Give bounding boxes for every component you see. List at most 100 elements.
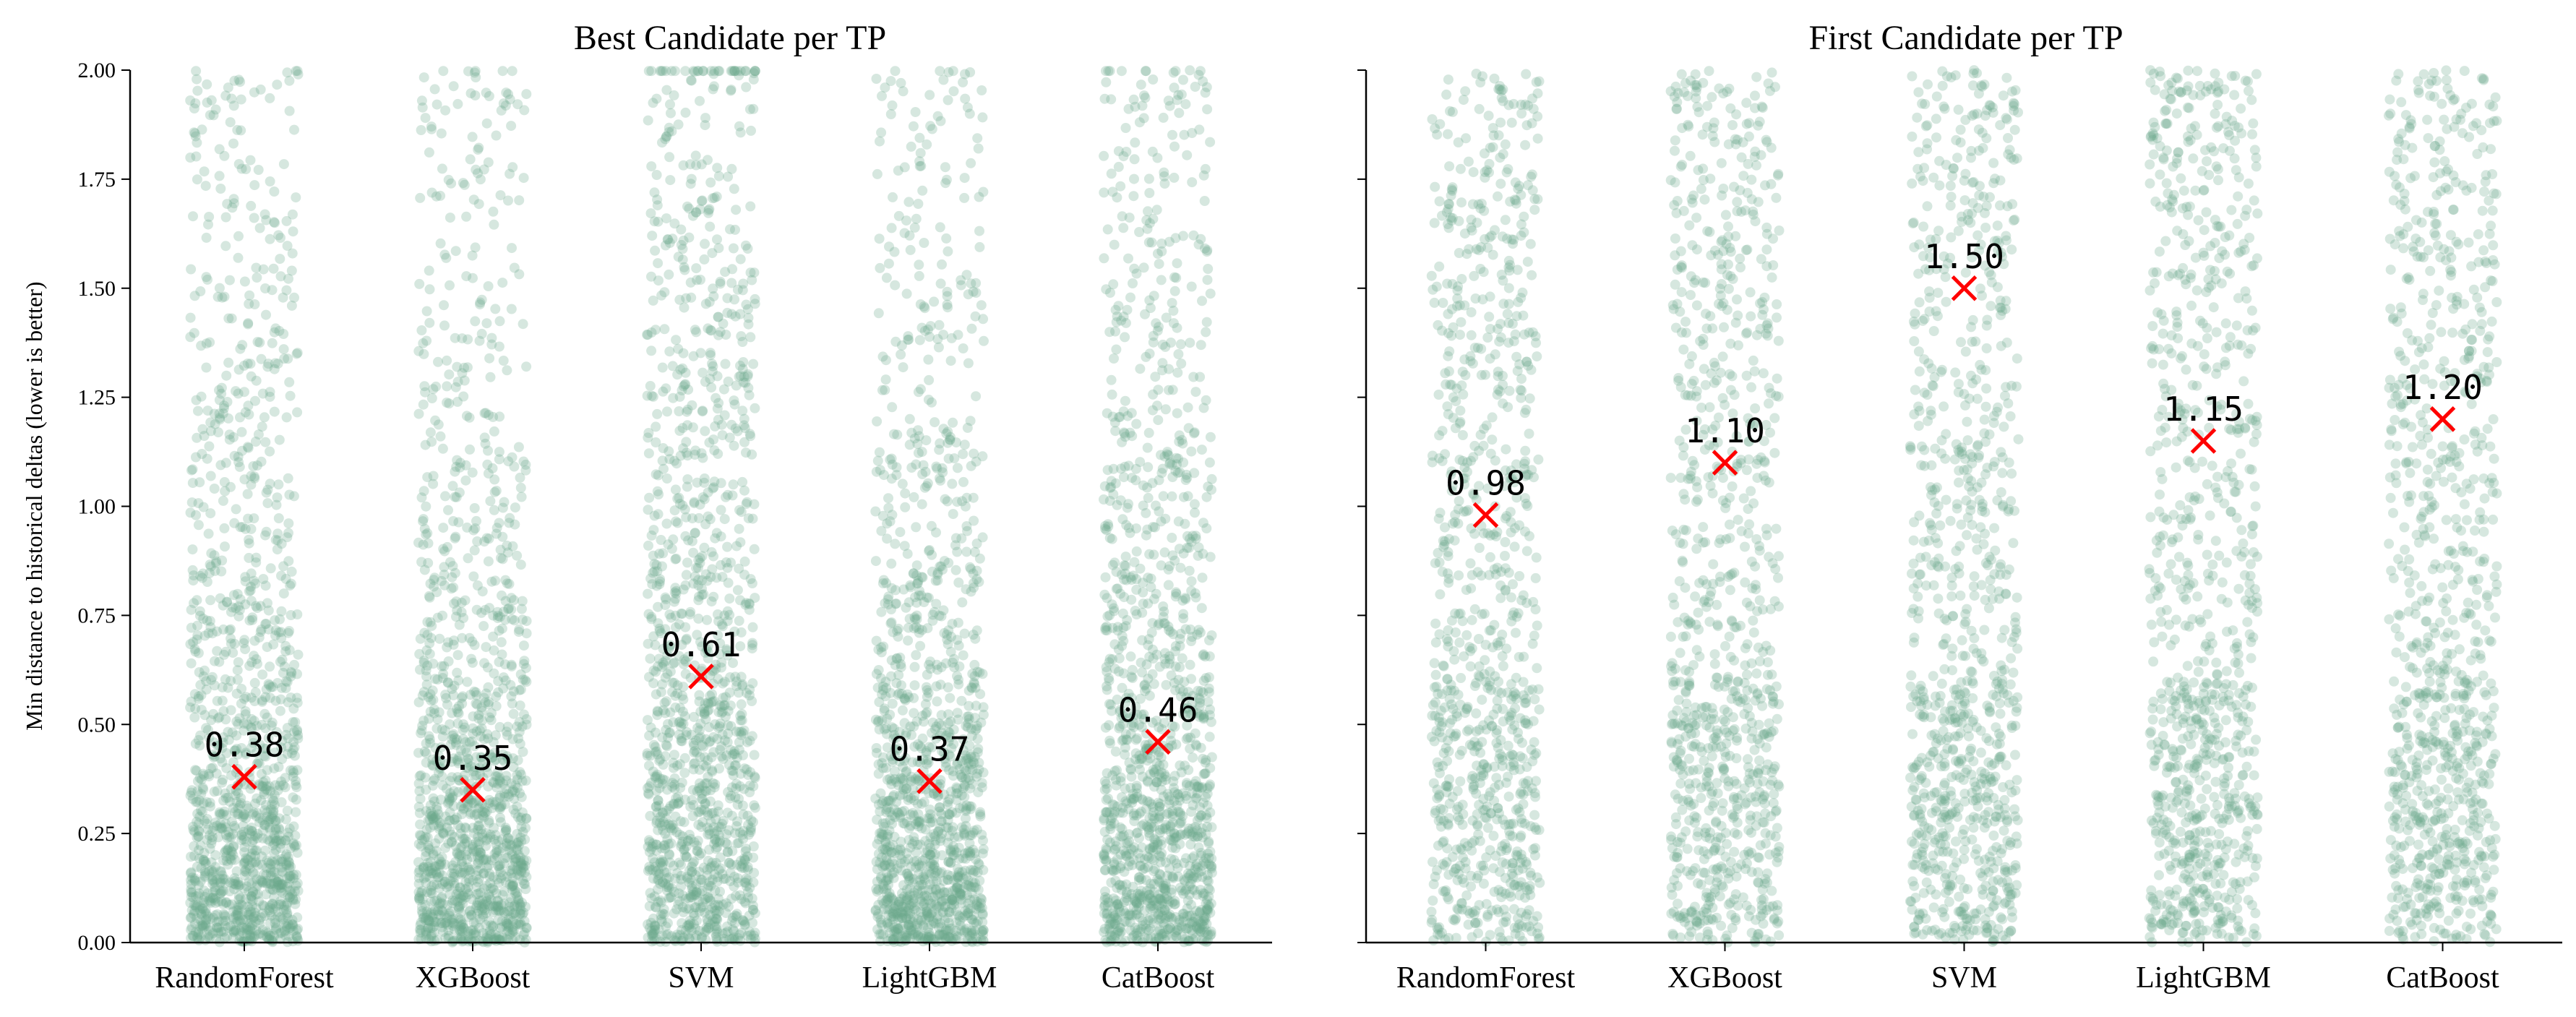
strip-point (290, 831, 301, 841)
strip-point (285, 610, 296, 620)
strip-point (977, 848, 988, 859)
strip-point (707, 766, 718, 777)
strip-point (249, 677, 260, 688)
strip-point (453, 901, 464, 912)
strip-point (727, 846, 738, 857)
strip-point (966, 323, 977, 334)
strip-point (643, 715, 653, 726)
strip-point (283, 273, 293, 284)
strip-point (444, 910, 455, 921)
strip-point (715, 276, 726, 287)
strip-point (284, 106, 295, 116)
strip-point (705, 796, 716, 807)
strip-point (201, 272, 212, 283)
strip-point (187, 565, 198, 575)
strip-point (735, 254, 746, 265)
strip-point (209, 484, 220, 494)
strip-point (290, 898, 301, 909)
strip-point (432, 906, 443, 917)
strip-point (948, 417, 958, 428)
strip-point (883, 594, 893, 605)
strip-point (246, 568, 257, 579)
strip-point (293, 649, 304, 660)
strip-point (259, 805, 270, 815)
strip-point (426, 885, 437, 896)
strip-point (224, 625, 235, 636)
strip-point (940, 162, 950, 173)
strip-point (243, 318, 254, 329)
strip-point (240, 576, 251, 587)
strip-point (205, 844, 215, 854)
strip-point (513, 442, 524, 452)
strip-point (916, 499, 927, 510)
strip-point (261, 684, 272, 695)
strip-point (664, 152, 675, 163)
strip-point (190, 98, 201, 108)
strip-point (199, 870, 210, 881)
strip-point (485, 372, 496, 382)
strip-point (257, 388, 268, 399)
strip-point (207, 832, 218, 842)
strip-point (215, 809, 226, 820)
strip-point (909, 222, 920, 233)
strip-point (893, 166, 903, 176)
strip-point (288, 771, 299, 782)
strip-point (185, 507, 196, 518)
strip-point (478, 898, 489, 909)
strip-point (276, 538, 287, 549)
strip-point (469, 545, 480, 556)
strip-point (426, 437, 437, 447)
strip-point (689, 497, 700, 507)
strip-point (252, 273, 262, 283)
strip-point (424, 284, 435, 295)
strip-point (661, 473, 672, 484)
strip-point (272, 528, 283, 539)
strip-point (891, 470, 902, 481)
strip-point (418, 72, 429, 83)
strip-point (251, 552, 262, 563)
strip-point (699, 254, 710, 265)
strip-point (468, 723, 478, 734)
strip-point (897, 479, 908, 489)
strip-point (883, 493, 893, 504)
strip-point (267, 840, 278, 851)
strip-point (195, 876, 206, 887)
strip-point (258, 825, 268, 836)
strip-point (271, 883, 282, 893)
strip-point (278, 329, 289, 339)
strip-point (260, 775, 271, 786)
strip-point (243, 442, 254, 453)
strip-point (259, 786, 270, 797)
strip-point (262, 834, 273, 845)
strip-point (950, 540, 961, 551)
strip-point (437, 892, 447, 902)
strip-point (241, 800, 252, 811)
strip-point (723, 171, 734, 182)
strip-point (489, 426, 499, 437)
strip-point (648, 567, 658, 578)
strip-point (685, 802, 696, 812)
strip-point (655, 857, 666, 868)
strip-point (258, 743, 269, 754)
strip-point (681, 293, 692, 304)
strip-point (923, 354, 934, 365)
strip-point (233, 601, 244, 612)
strip-point (252, 888, 263, 899)
strip-point (432, 612, 443, 623)
strip-point (739, 556, 750, 567)
strip-point (261, 487, 272, 498)
strip-point (438, 523, 449, 533)
strip-point (744, 787, 755, 797)
strip-point (262, 484, 273, 495)
strip-point (887, 402, 898, 413)
strip-point (512, 891, 523, 901)
strip-point (246, 523, 257, 534)
strip-point (729, 66, 739, 77)
strip-point (886, 583, 897, 593)
strip-point (235, 893, 246, 904)
strip-point (269, 406, 280, 417)
strip-point (265, 682, 276, 692)
strip-point (249, 575, 259, 586)
strip-point (269, 789, 280, 800)
strip-point (219, 150, 230, 161)
